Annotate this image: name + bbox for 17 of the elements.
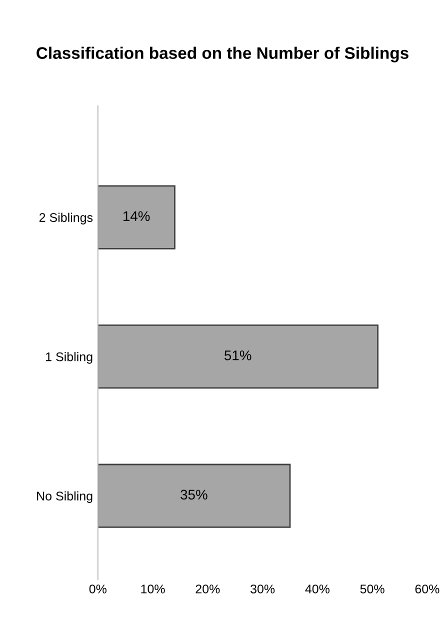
data-label: 35% xyxy=(180,490,208,500)
x-tick-label: 0% xyxy=(89,584,106,594)
x-tick-label: 60% xyxy=(415,584,440,594)
y-tick-label: 1 Sibling xyxy=(46,352,92,364)
x-tick-label: 20% xyxy=(196,584,220,594)
x-tick-label: 50% xyxy=(360,584,384,594)
x-tick-label: 10% xyxy=(141,584,165,594)
bar xyxy=(98,185,176,250)
x-tick-label: 40% xyxy=(305,584,330,594)
y-tick-label: 2 Siblings xyxy=(39,212,93,224)
bar xyxy=(98,324,378,389)
chart-title: Classification based on the Number of Siblings xyxy=(36,46,408,62)
x-tick-label: 30% xyxy=(250,584,275,594)
bar xyxy=(98,464,291,528)
data-label: 14% xyxy=(123,211,150,221)
data-label: 51% xyxy=(224,350,252,360)
y-tick-label: No Sibling xyxy=(37,491,92,503)
